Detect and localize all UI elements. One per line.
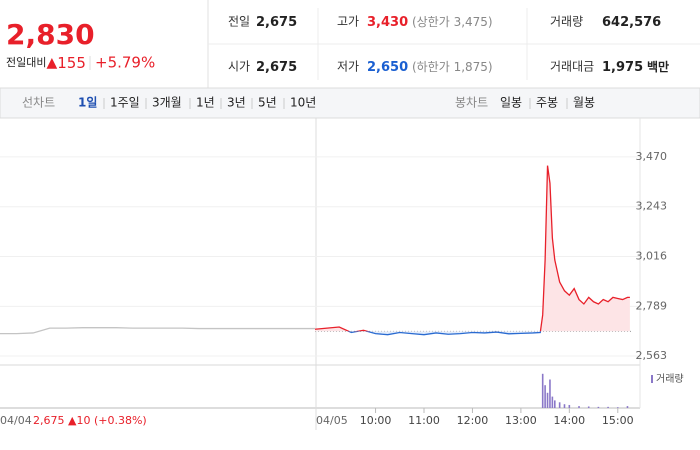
volume-bar (587, 406, 590, 408)
volume-bar (551, 396, 554, 408)
prev-change: ▲10 (68, 414, 90, 427)
prev-pct: (+0.38%) (94, 414, 147, 427)
volume-bar (616, 407, 619, 408)
volume-bar (549, 379, 551, 408)
volume-bar (597, 406, 600, 408)
volume-bar (544, 385, 546, 408)
x-tick-label: 11:00 (408, 414, 440, 427)
stat-number: 1,975 (602, 60, 643, 75)
candle-tab[interactable]: 월봉 (573, 96, 595, 110)
stat-value: 2,650 (하한가 1,875) (367, 60, 493, 75)
range-tab[interactable]: 1주일 (110, 96, 140, 110)
change-label: 전일대비 (6, 55, 46, 69)
y-tick-label: 3,470 (636, 150, 668, 163)
volume-bar (626, 406, 629, 408)
y-tick-label: 2,563 (636, 349, 668, 362)
stat-number: 2,675 (256, 60, 297, 75)
volume-bar (546, 392, 549, 408)
volume-bar (568, 404, 571, 408)
stat-number: 2,675 (256, 15, 297, 30)
stat-note: (상한가 3,475) (412, 15, 493, 29)
y-tick-label: 3,243 (636, 200, 668, 213)
change-value: 155 (57, 54, 86, 72)
area (315, 165, 630, 332)
stat-value: 1,975 백만 (602, 59, 669, 75)
toolbar-label: 봉차트 (455, 96, 488, 110)
toolbar-label: 선차트 (22, 96, 55, 110)
legend-swatch (651, 375, 653, 383)
date-label: 04/05 (316, 414, 348, 427)
x-tick-label: 15:00 (602, 414, 634, 427)
candle-tab[interactable]: 일봉 (500, 96, 522, 110)
stat-label: 거래량 (550, 15, 583, 29)
y-tick-label: 2,789 (636, 299, 668, 312)
range-tab[interactable]: 3개월 (152, 96, 182, 110)
stat-value: 3,430 (상한가 3,475) (367, 15, 493, 30)
date-label: 04/04 (0, 414, 32, 427)
stat-number: 642,576 (602, 15, 661, 30)
range-tab[interactable]: 5년 (258, 96, 277, 110)
price-line (314, 165, 630, 332)
prev-summary: 2,675 ▲10 (+0.38%) (33, 414, 147, 427)
stat-value: 2,675 (256, 60, 297, 75)
range-tab[interactable]: 1년 (196, 96, 215, 110)
prev-close: 2,675 (33, 414, 65, 427)
stat-label: 전일 (228, 15, 250, 29)
legend-label: 거래량 (656, 373, 684, 385)
stat-number: 2,650 (367, 60, 408, 75)
stat-number: 3,430 (367, 15, 408, 30)
stat-label: 시가 (228, 60, 250, 74)
price-line (347, 331, 542, 336)
x-tick-label: 10:00 (360, 414, 392, 427)
range-tab[interactable]: 10년 (290, 96, 316, 110)
volume-bar (558, 402, 561, 408)
stat-label: 저가 (337, 60, 359, 74)
stat-label: 거래대금 (550, 60, 594, 74)
candle-tab[interactable]: 주봉 (536, 96, 558, 110)
change-pct: +5.79% (95, 54, 155, 72)
x-tick-label: 14:00 (553, 414, 585, 427)
change-line: 전일대비▲155 (6, 54, 86, 72)
volume-bar (563, 404, 566, 408)
range-tab[interactable]: 3년 (227, 96, 246, 110)
stat-note: (하한가 1,875) (412, 60, 493, 74)
change-arrow: ▲ (46, 55, 57, 71)
stat-unit: 백만 (647, 59, 669, 74)
stat-label: 고가 (337, 15, 359, 29)
current-price: 2,830 (6, 18, 95, 51)
prev-line (0, 327, 315, 335)
stat-value: 2,675 (256, 15, 297, 30)
stat-value: 642,576 (602, 15, 661, 30)
x-tick-label: 12:00 (457, 414, 489, 427)
volume-bar (607, 406, 609, 408)
x-tick-label: 13:00 (505, 414, 537, 427)
volume-bar (578, 406, 580, 408)
toolbar (0, 87, 700, 119)
y-tick-label: 3,016 (636, 250, 668, 263)
volume-bar (541, 373, 544, 408)
range-tab[interactable]: 1일 (78, 96, 97, 110)
volume-bar (554, 400, 556, 408)
